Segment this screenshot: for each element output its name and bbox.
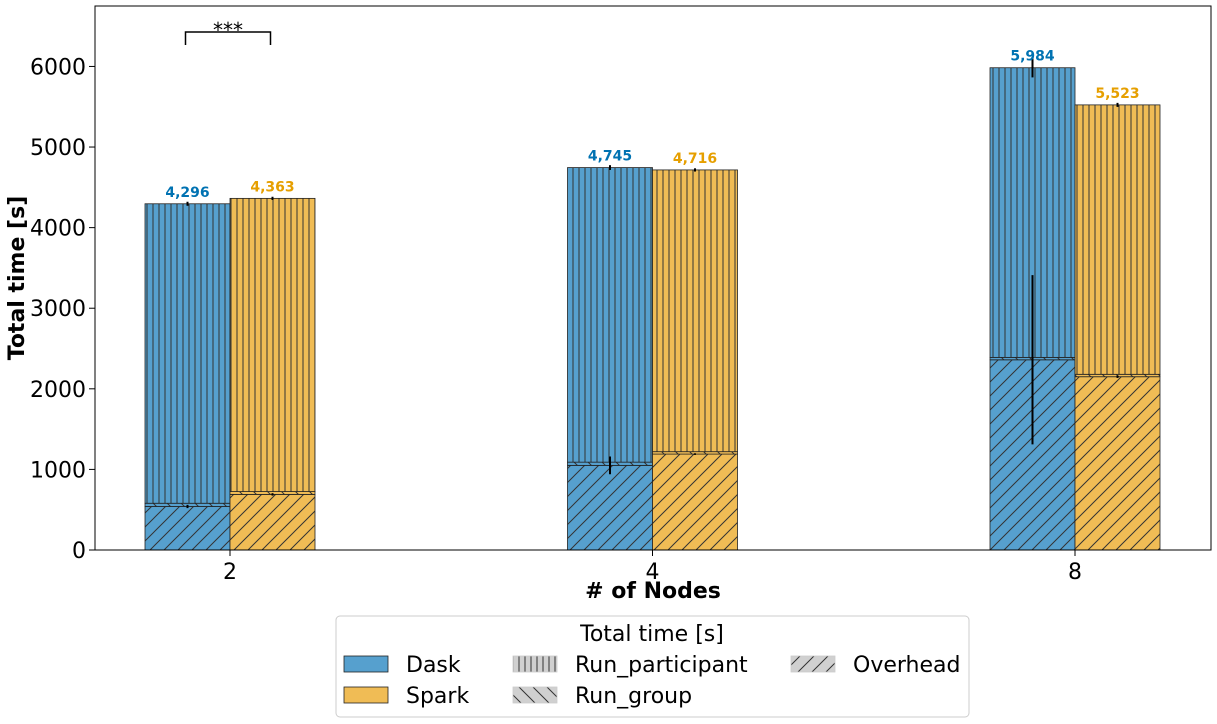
bar-spark-8-overhead	[1074, 376, 1161, 551]
significance-bracket	[184, 31, 272, 45]
bar-spark-2-overhead	[229, 493, 316, 551]
legend-entry-run-participant: Run_participant	[512, 653, 748, 678]
x-axis-title: # of Nodes	[585, 579, 721, 604]
value-label-spark-2: 4,363	[250, 179, 294, 195]
bar-dask-2-run-participant	[144, 203, 231, 504]
legend-entry-spark: Spark	[343, 684, 469, 709]
bar-dask-4-overhead	[567, 464, 653, 551]
value-label-dask-8: 5,984	[1010, 49, 1055, 65]
y-axis: 0 1000 2000 3000 4000 5000 6000	[30, 55, 95, 564]
y-tick-label-6000: 6000	[30, 55, 86, 80]
value-label-spark-4: 4,716	[673, 151, 717, 167]
svg-text:Run_group: Run_group	[575, 684, 692, 709]
bar-dask-2-overhead	[144, 506, 231, 551]
x-tick-label-4: 4	[646, 560, 660, 585]
significance-label: ***	[213, 18, 243, 42]
legend: Total time [s] Dask Spark Run_participant R…	[335, 615, 970, 718]
y-tick-label-1000: 1000	[30, 458, 86, 483]
svg-text:Dask: Dask	[406, 653, 461, 678]
x-axis: 2 4 8	[223, 550, 1082, 585]
significance-annotation: ***	[184, 18, 272, 45]
svg-text:Overhead: Overhead	[853, 653, 960, 678]
bar-spark-2-run-participant	[229, 197, 316, 492]
y-tick-label-0: 0	[72, 539, 86, 564]
legend-entry-run-group: Run_group	[512, 684, 692, 709]
y-axis-title: Total time [s]	[5, 196, 30, 361]
value-label-dask-2: 4,296	[165, 185, 209, 201]
plot-area: 4,296 4,745 5,984 4,363 4,716 5,523	[144, 49, 1161, 551]
svg-text:Spark: Spark	[406, 684, 469, 709]
y-tick-label-4000: 4000	[30, 217, 86, 242]
bar-spark-4-overhead	[652, 453, 738, 551]
x-tick-label-2: 2	[223, 560, 237, 585]
value-label-spark-8: 5,523	[1095, 86, 1139, 102]
svg-text:Run_participant: Run_participant	[575, 653, 748, 678]
legend-entry-overhead: Overhead	[790, 653, 960, 678]
y-tick-label-3000: 3000	[30, 297, 86, 322]
legend-title: Total time [s]	[579, 622, 724, 647]
bar-spark-8-run-participant	[1074, 104, 1161, 375]
y-tick-label-2000: 2000	[30, 378, 86, 403]
bar-dask-4-run-participant	[567, 167, 653, 463]
y-tick-label-5000: 5000	[30, 136, 86, 161]
x-tick-label-8: 8	[1068, 560, 1082, 585]
bar-spark-4-run-participant	[652, 169, 738, 453]
legend-frame	[335, 615, 970, 718]
value-label-dask-4: 4,745	[588, 149, 632, 165]
bar-dask-8-run-participant	[989, 67, 1076, 358]
legend-entry-dask: Dask	[343, 653, 461, 678]
